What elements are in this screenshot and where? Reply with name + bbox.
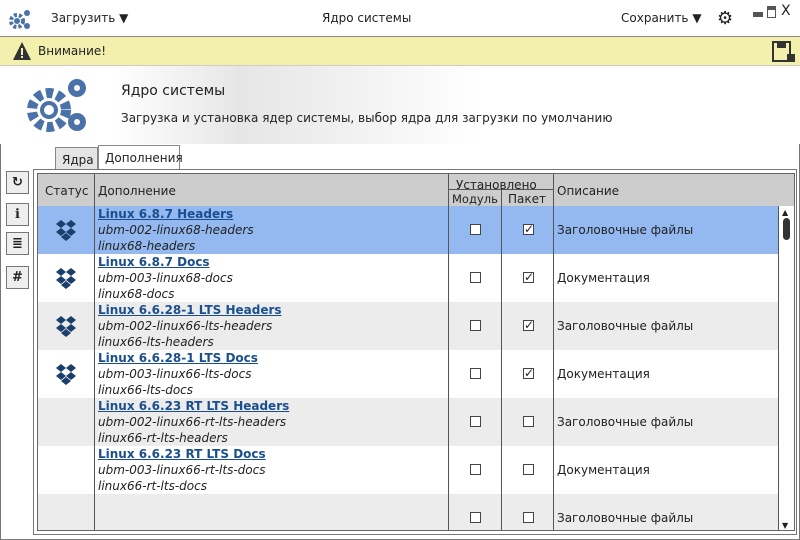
warning-bar: Внимание!	[0, 37, 800, 66]
table-row[interactable]: Заголовочные файлы	[38, 494, 778, 530]
refresh-button[interactable]: ↻	[6, 171, 29, 194]
save-lock-icon[interactable]	[772, 41, 796, 63]
addons-table: Статус Дополнение Установлено Модуль Пак…	[37, 173, 795, 531]
addon-id: ubm-002-linux66-rt-lts-headers	[98, 415, 287, 429]
minimize-button[interactable]	[753, 12, 763, 17]
col-addon[interactable]: Дополнение	[98, 184, 176, 198]
col-status[interactable]: Статус	[45, 184, 89, 198]
banner-title: Ядро системы	[121, 83, 226, 99]
addon-name-link[interactable]: Linux 6.6.28-1 LTS Docs	[98, 351, 258, 365]
addon-package: linux66-rt-lts-docs	[98, 479, 207, 493]
dropbox-icon	[56, 268, 76, 289]
header-banner: Ядро системы Загрузка и установка ядер с…	[0, 66, 800, 144]
addon-name-link[interactable]: Linux 6.8.7 Docs	[98, 255, 210, 269]
load-label: Загрузить	[51, 11, 116, 25]
scrollbar[interactable]: ▲ ▼	[778, 206, 794, 530]
package-checkbox[interactable]	[523, 512, 534, 523]
table-row[interactable]: Linux 6.6.23 RT LTS Headers ubm-002-linux…	[38, 398, 778, 446]
table-row[interactable]: Linux 6.6.28-1 LTS Docs ubm-003-linux66-l…	[38, 350, 778, 398]
module-checkbox[interactable]	[470, 416, 481, 427]
gears-icon	[9, 10, 30, 29]
module-checkbox[interactable]	[470, 320, 481, 331]
addon-id: ubm-003-linux68-docs	[98, 271, 233, 285]
col-description[interactable]: Описание	[557, 184, 620, 198]
addon-name-link[interactable]: Linux 6.8.7 Headers	[98, 207, 234, 221]
scroll-up-icon[interactable]: ▲	[782, 208, 789, 217]
table-row[interactable]: Linux 6.8.7 Headers ubm-002-linux68-heade…	[38, 206, 778, 254]
addons-panel	[33, 169, 797, 535]
caret-down-icon: ▼	[692, 11, 702, 25]
scrollbar-thumb[interactable]	[783, 218, 790, 240]
table-row[interactable]: Linux 6.8.7 Docs ubm-003-linux68-docs linu…	[38, 254, 778, 302]
info-button[interactable]: ℹ	[6, 203, 29, 226]
tab-kernels[interactable]: Ядра	[55, 147, 98, 170]
addon-description: Документация	[557, 367, 650, 381]
package-checkbox[interactable]: ✓	[523, 318, 535, 332]
addon-package: linux66-lts-docs	[98, 383, 194, 397]
addon-description: Заголовочные файлы	[557, 319, 694, 333]
gears-icon	[27, 79, 86, 132]
module-checkbox[interactable]	[470, 512, 481, 523]
addon-id: ubm-003-linux66-rt-lts-docs	[98, 463, 266, 477]
addon-package: linux66-rt-lts-headers	[98, 431, 228, 445]
addon-description: Документация	[557, 271, 650, 285]
warning-icon	[13, 42, 31, 60]
col-package[interactable]: Пакет	[508, 192, 546, 206]
hash-button[interactable]: #	[6, 266, 29, 289]
window-title: Ядро системы	[322, 11, 412, 25]
dropbox-icon	[56, 364, 76, 385]
close-button[interactable]: X	[781, 3, 791, 19]
load-menu[interactable]: Загрузить ▼	[51, 11, 128, 25]
addon-description: Документация	[557, 463, 650, 477]
scroll-down-icon[interactable]: ▼	[782, 521, 789, 530]
addon-name-link[interactable]: Linux 6.6.28-1 LTS Headers	[98, 303, 282, 317]
save-menu[interactable]: Сохранить ▼	[621, 11, 702, 25]
module-checkbox[interactable]	[470, 224, 481, 235]
dropbox-icon	[56, 220, 76, 241]
addon-id: ubm-002-linux68-headers	[98, 223, 254, 237]
col-installed: Установлено	[456, 178, 537, 192]
gear-icon[interactable]: ⚙	[717, 8, 734, 29]
addon-name-link[interactable]: Linux 6.6.23 RT LTS Docs	[98, 447, 266, 461]
table-row[interactable]: Linux 6.6.23 RT LTS Docs ubm-003-linux66-…	[38, 446, 778, 494]
table-row[interactable]: Linux 6.6.28-1 LTS Headers ubm-002-linux6…	[38, 302, 778, 350]
package-checkbox[interactable]: ✓	[523, 270, 535, 284]
addon-id: ubm-002-linux66-lts-headers	[98, 319, 273, 333]
module-checkbox[interactable]	[470, 272, 481, 283]
package-checkbox[interactable]: ✓	[523, 222, 535, 236]
caret-down-icon: ▼	[119, 11, 129, 25]
maximize-button[interactable]	[767, 6, 776, 18]
addon-id: ubm-003-linux66-lts-docs	[98, 367, 252, 381]
save-label: Сохранить	[621, 11, 689, 25]
module-checkbox[interactable]	[470, 368, 481, 379]
package-checkbox[interactable]: ✓	[523, 366, 535, 380]
addon-package: linux68-docs	[98, 287, 175, 301]
table-header: Статус Дополнение Установлено Модуль Пак…	[38, 174, 794, 206]
package-checkbox[interactable]	[523, 464, 534, 475]
addon-package: linux66-lts-headers	[98, 335, 214, 349]
document-button[interactable]: ≣	[6, 232, 29, 255]
dropbox-icon	[56, 316, 76, 337]
addon-description: Заголовочные файлы	[557, 511, 694, 525]
col-module[interactable]: Модуль	[452, 192, 498, 206]
package-checkbox[interactable]	[523, 416, 534, 427]
addon-description: Заголовочные файлы	[557, 415, 694, 429]
module-checkbox[interactable]	[470, 464, 481, 475]
banner-subtitle: Загрузка и установка ядер системы, выбор…	[121, 111, 613, 125]
warning-text: Внимание!	[38, 44, 107, 58]
title-bar: Загрузить ▼ Ядро системы Сохранить ▼ ⚙ X	[0, 0, 800, 37]
tab-addons[interactable]: Дополнения	[98, 145, 183, 170]
addon-name-link[interactable]: Linux 6.6.23 RT LTS Headers	[98, 399, 290, 413]
addon-package: linux68-headers	[98, 239, 196, 253]
addon-description: Заголовочные файлы	[557, 223, 694, 237]
